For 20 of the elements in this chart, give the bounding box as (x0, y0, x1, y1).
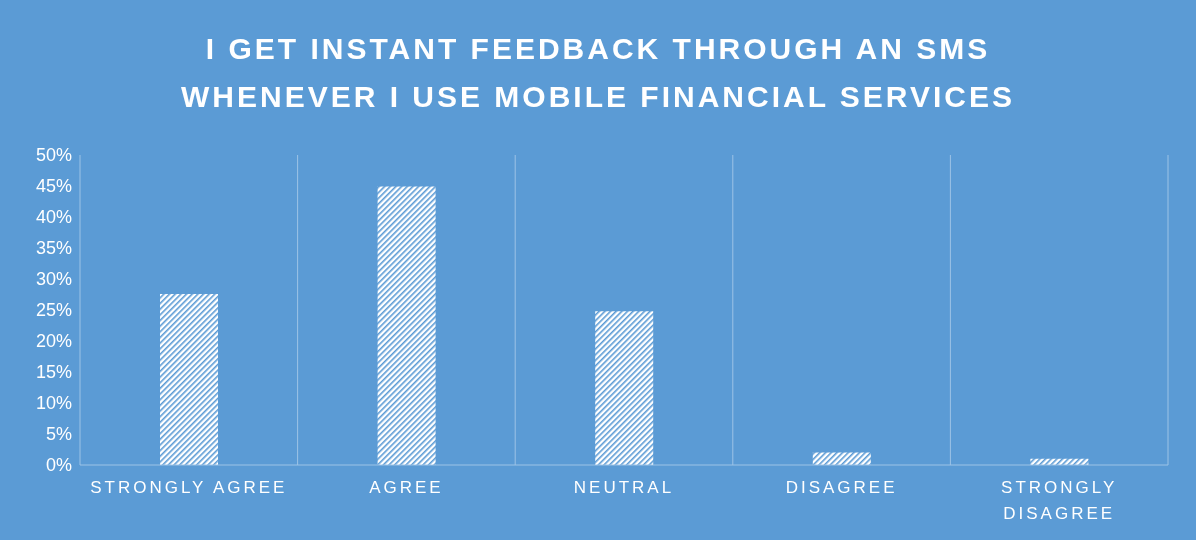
y-tick-label: 0% (45, 455, 72, 476)
x-tick-label: STRONGLY AGREE (90, 478, 288, 497)
y-tick-label: 15% (35, 362, 72, 383)
y-tick-label: 25% (35, 300, 72, 321)
bar (377, 186, 436, 465)
y-tick-label: 35% (35, 238, 72, 259)
y-tick-label: 45% (35, 176, 72, 197)
y-tick-label: 40% (35, 207, 72, 228)
bar (595, 311, 654, 465)
y-tick-label: 5% (45, 424, 72, 445)
x-tick-label: NEUTRAL (573, 478, 675, 497)
x-tick-label: STRONGLY DISAGREE (1001, 478, 1118, 523)
x-tick-label: AGREE (369, 478, 444, 497)
x-tick-label: DISAGREE (785, 478, 898, 497)
chart-title: I GET INSTANT FEEDBACK THROUGH AN SMS WHENEVER I USE MOBILE FINANCIAL SERVICES (180, 31, 1016, 115)
y-tick-label: 30% (35, 269, 72, 290)
y-tick-label: 10% (35, 393, 72, 414)
y-tick-label: 20% (35, 331, 72, 352)
y-tick-label: 50% (35, 145, 72, 166)
bar (160, 293, 218, 465)
